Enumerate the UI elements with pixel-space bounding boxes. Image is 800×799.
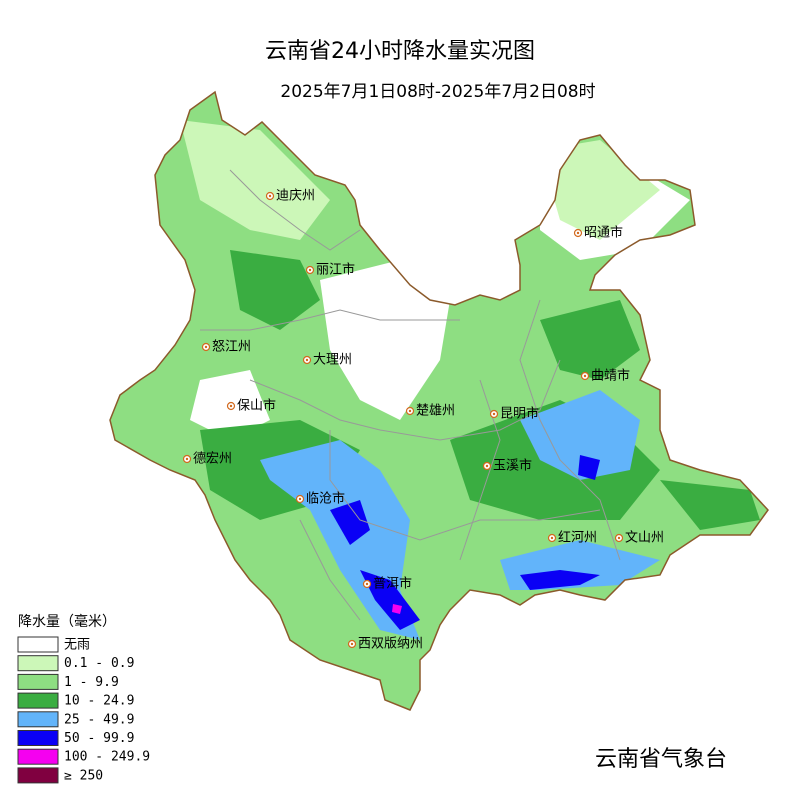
city-label: 大理州 [313,353,352,368]
legend-label: 25 - 49.9 [64,712,134,727]
city-dot [492,412,496,416]
legend-label: 100 - 249.9 [64,750,150,765]
city-label: 临沧市 [306,491,345,507]
legend-title: 降水量（毫米） [18,613,116,630]
city-dot [550,536,554,540]
city-dot [576,231,580,235]
legend-swatch [17,655,59,672]
city-label: 西双版纳州 [358,637,423,652]
legend-swatch [17,748,59,765]
city-label: 楚雄州 [416,404,455,419]
legend-label: 0.1 - 0.9 [64,656,134,671]
legend-swatch [17,767,59,784]
legend-swatch [17,730,59,746]
city-label: 丽江市 [316,262,355,278]
city-label: 德宏州 [193,452,232,467]
city-dot [408,409,412,413]
legend-label: 50 - 99.9 [64,731,134,746]
city-dot [204,345,208,349]
title: 云南省24小时降水量实况图 [265,39,535,64]
city-dot [298,497,302,501]
city-label: 玉溪市 [493,458,532,474]
legend-label: 1 - 9.9 [64,675,119,690]
city-dot [185,457,189,461]
city-label: 迪庆州 [276,189,315,204]
city-dot [617,536,621,540]
city-dot [229,404,233,408]
city-dot [485,464,489,468]
prefecture-borders [200,169,621,621]
city-label: 文山州 [625,531,664,546]
city-label: 曲靖市 [591,368,630,384]
footer: 云南省气象台 [595,747,727,772]
legend: 无雨 0.1 - 0.9 1 - 9.9 10 - 24.9 25 - 49.9 50 -… [17,636,150,784]
legend-swatch [17,673,59,690]
city-dot [583,374,587,378]
subtitle: 2025年7月1日08时-2025年7月2日08时 [280,82,595,102]
legend-label: 无雨 [64,638,90,653]
city-label: 红河州 [558,530,597,546]
legend-swatch [17,692,59,709]
city-dot [268,194,272,198]
city-dot [305,358,309,362]
city-label: 保山市 [237,398,276,414]
city-label: 昭通市 [584,225,623,241]
legend-swatch [17,711,59,728]
legend-swatch [17,636,59,653]
city-dot [350,642,354,646]
city-dot [308,268,312,272]
city-label: 怒江州 [212,340,251,355]
city-label: 昆明市 [500,406,539,422]
legend-label: ≥ 250 [64,768,103,783]
legend-label: 10 - 24.9 [64,694,134,709]
city-label: 普洱市 [373,576,412,592]
city-dot [365,582,369,586]
